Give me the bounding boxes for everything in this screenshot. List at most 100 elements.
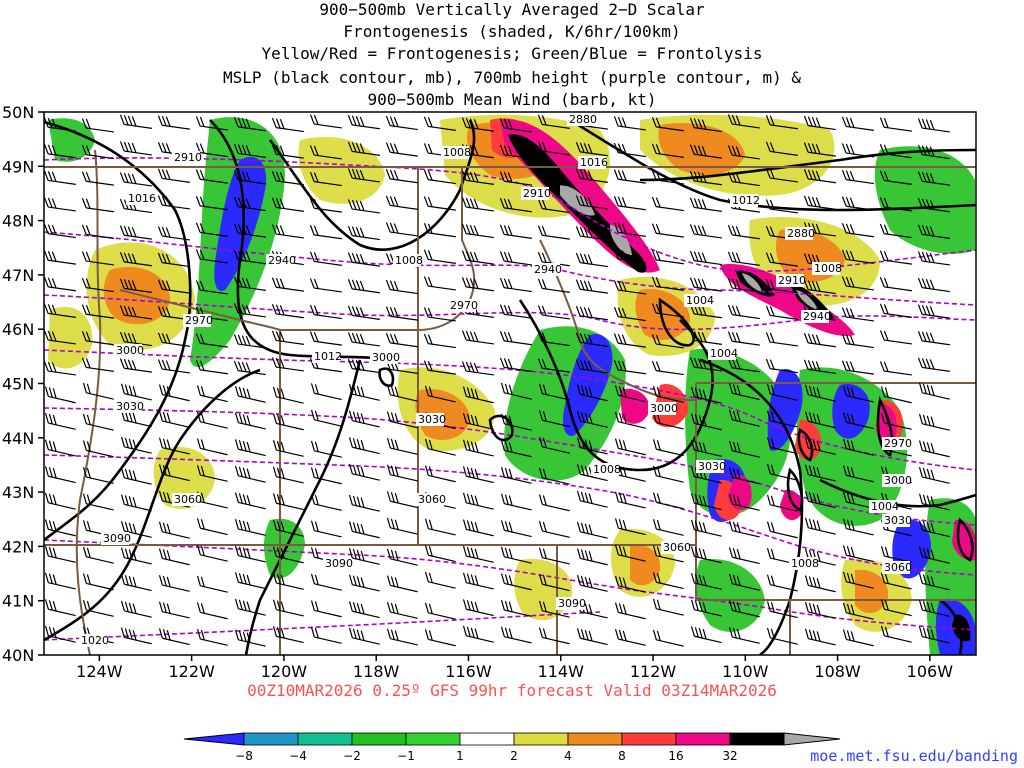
wind-barb	[234, 518, 266, 536]
wind-barb	[880, 625, 912, 643]
lat-label: 47N	[2, 266, 34, 285]
wind-barb	[158, 464, 190, 482]
wind-barb	[309, 278, 342, 293]
wind-barb	[690, 493, 722, 511]
wind-barb	[158, 437, 190, 455]
height-label: 3030	[884, 514, 912, 527]
mslp-label: 1008	[814, 262, 842, 275]
wind-barb	[918, 520, 950, 538]
wind-barb	[233, 196, 266, 212]
wind-barb	[652, 629, 684, 647]
lon-label: 118W	[353, 662, 400, 681]
height-label: 2940	[268, 254, 296, 267]
wind-barb	[461, 117, 494, 132]
wind-barb	[82, 493, 114, 511]
wind-barb	[803, 115, 836, 131]
wind-barb	[423, 223, 456, 238]
wind-barb	[461, 170, 494, 185]
wind-barb	[423, 276, 456, 291]
wind-barb	[918, 546, 950, 564]
height-label: 2970	[884, 437, 912, 450]
wind-barb	[918, 382, 950, 400]
wind-barb	[500, 440, 532, 458]
wind-barb	[462, 625, 494, 643]
height-label: 2880	[787, 227, 815, 240]
wind-barb	[652, 439, 684, 457]
wind-barb	[233, 117, 266, 132]
wind-barb	[120, 574, 152, 592]
wind-barb	[842, 438, 874, 456]
wind-barb	[765, 332, 798, 347]
lon-label: 122W	[168, 662, 215, 681]
wind-barb	[499, 357, 532, 372]
wind-barb	[119, 225, 152, 240]
colorbar-label: −2	[343, 749, 361, 763]
wind-barb	[727, 114, 760, 129]
wind-barb	[613, 360, 646, 375]
wind-barb	[689, 250, 722, 266]
height-label: 3000	[116, 344, 144, 357]
wind-barb	[841, 196, 874, 211]
wind-barb	[842, 629, 874, 647]
title-line-2: Frontogenesis (shaded, K/6hr/100km)	[343, 22, 681, 41]
wind-barb	[348, 437, 380, 455]
wind-barb	[385, 279, 418, 295]
wind-barb	[347, 252, 380, 267]
wind-barb	[272, 599, 304, 617]
wind-barb	[462, 412, 494, 430]
wind-barb	[804, 384, 836, 402]
wind-barb	[728, 493, 760, 511]
wind-barb	[651, 303, 684, 318]
wind-barb	[44, 545, 76, 563]
wind-barb	[575, 142, 608, 157]
wind-barb	[310, 467, 342, 485]
wind-barb	[385, 195, 418, 210]
mslp-label: 1012	[732, 194, 760, 207]
height-label: 2910	[778, 274, 806, 287]
wind-barb	[234, 598, 266, 616]
mslp-label: 1020	[81, 634, 109, 647]
wind-barb	[766, 521, 798, 539]
wind-barb	[765, 358, 798, 374]
wind-barb	[727, 278, 760, 293]
lat-label: 46N	[2, 320, 34, 339]
wind-barb	[271, 117, 304, 133]
wind-barb	[44, 361, 76, 376]
wind-barb	[537, 172, 570, 187]
wind-barb	[310, 626, 342, 644]
wind-barb	[233, 170, 266, 185]
wind-barb	[804, 411, 836, 429]
credit-link[interactable]: moe.met.fsu.edu/banding	[810, 747, 1018, 765]
wind-barb	[918, 493, 950, 511]
wind-barb	[195, 116, 228, 131]
wind-barb	[917, 277, 950, 293]
wind-barb	[347, 199, 380, 214]
height-label: 2970	[450, 299, 478, 312]
wind-barb	[689, 171, 722, 186]
wind-barb	[613, 306, 646, 322]
wind-barb	[576, 437, 608, 455]
wind-barb	[310, 440, 342, 458]
wind-barb	[614, 438, 646, 456]
wind-barb	[614, 491, 646, 509]
wind-barb	[500, 382, 532, 400]
wind-barb	[613, 280, 646, 295]
lon-label: 116W	[445, 662, 492, 681]
wind-barb	[82, 466, 114, 484]
wind-barb	[728, 409, 760, 427]
lon-label: 106W	[907, 662, 954, 681]
wind-barb	[119, 172, 152, 187]
lon-label: 114W	[538, 662, 585, 681]
wind-barb	[272, 626, 304, 644]
wind-barb	[652, 572, 684, 590]
wind-barb	[272, 493, 304, 511]
wind-barb	[196, 518, 228, 536]
wind-barb	[651, 223, 684, 238]
wind-barb	[158, 521, 190, 539]
wind-barb	[500, 546, 532, 564]
wind-barb	[804, 491, 836, 509]
wind-barb	[499, 251, 532, 266]
wind-barb	[424, 629, 456, 647]
wind-barb	[44, 492, 76, 510]
colorbar-segment	[297, 732, 353, 746]
